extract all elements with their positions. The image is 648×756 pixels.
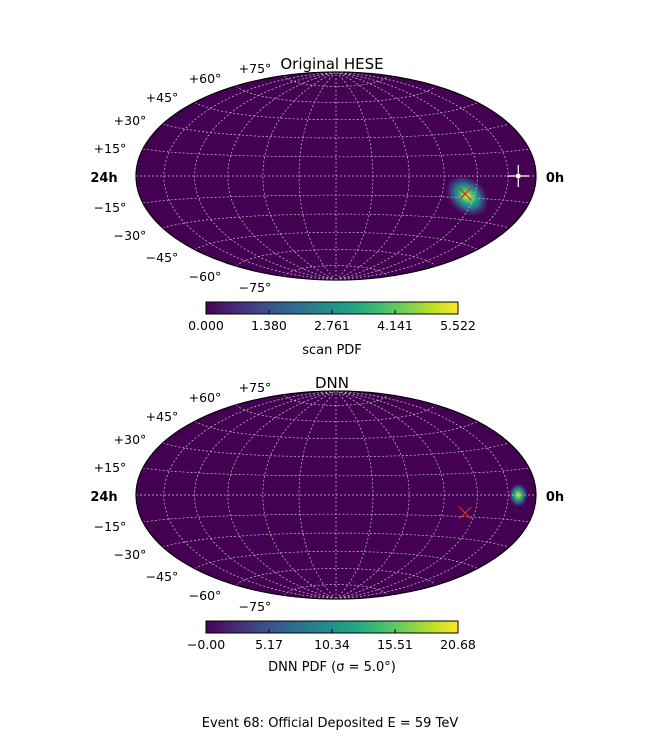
colorbar: 0.000 1.380 2.761 4.141 5.522 scan PDF [188,301,476,358]
ra-label-left: 24h [90,171,117,186]
parallel-line [162,123,510,139]
panel-original-hese: Original HESE +75° +60° +45° +30° +15° −… [90,55,564,358]
colorbar-ticks [205,310,459,314]
colorbar-tick-label: 4.141 [377,318,413,333]
parallel-line [194,231,478,250]
dec-labels: +75° +60° +45° +30° +15° −15° −30° −45° … [94,61,272,295]
meridian-line [163,391,337,599]
dec-label-minus30: −30° [114,228,147,243]
reference-x-marker [458,506,472,520]
parallel-line [235,404,437,422]
dec-label-minus15: −15° [94,519,127,534]
colorbar-label: scan PDF [302,343,362,358]
dec-label-minus45: −45° [146,250,179,265]
sky-outline [135,390,537,600]
parallel-line [283,394,389,406]
parallel-line [142,148,530,158]
parallel-line [235,85,437,103]
colorbar-ticks [205,629,459,633]
skymap-plot [135,390,537,600]
best-fit-cross-marker [507,165,530,187]
parallel-line [283,265,389,277]
sky-outline [135,71,537,281]
colorbar-tick-label: 15.51 [377,637,413,652]
parallel-line [162,532,510,548]
dec-label-minus75: −75° [239,280,272,295]
meridian-line [227,72,337,280]
dec-label-plus30: +30° [114,113,147,128]
dec-labels: +75° +60° +45° +30° +15° −15° −30° −45° … [94,380,272,614]
dec-label-minus30: −30° [114,547,147,562]
parallel-line [283,584,389,596]
dec-label-plus45: +45° [146,409,179,424]
dec-label-minus15: −15° [94,200,127,215]
ra-label-right: 0h [546,171,564,186]
colorbar-tick-label: −0.00 [187,637,225,652]
parallel-line [194,550,478,569]
reference-x-marker [458,187,472,201]
dec-label-minus60: −60° [189,269,222,284]
parallel-line [283,75,389,87]
meridian-line [227,391,337,599]
parallel-line [194,102,478,121]
panel-dnn: DNN +75° +60° +45° +30° +15° −15° −30° −… [90,374,564,675]
meridian-line [163,72,337,280]
parallel-line [142,513,530,523]
colorbar-tick-label: 20.68 [440,637,476,652]
colorbar-tick-label: 5.17 [255,637,283,652]
dec-label-plus15: +15° [94,460,127,475]
dec-label-minus60: −60° [189,588,222,603]
parallel-line [235,568,437,586]
colorbar-tick-label: 1.380 [251,318,287,333]
dec-label-plus75: +75° [239,380,272,395]
ra-label-left: 24h [90,490,117,505]
colorbar-tick-label: 5.522 [440,318,476,333]
parallel-line [162,213,510,229]
colorbar-tick-label: 10.34 [314,637,350,652]
dec-label-plus75: +75° [239,61,272,76]
colorbar-tick-label: 0.000 [188,318,224,333]
colorbar-tick-label: 2.761 [314,318,350,333]
dec-label-plus60: +60° [189,390,222,405]
figure-caption: Event 68: Official Deposited E = 59 TeV [202,716,459,731]
dec-label-plus30: +30° [114,432,147,447]
dec-label-plus15: +15° [94,141,127,156]
colorbar-label: DNN PDF (σ = 5.0°) [268,660,396,675]
dec-label-minus45: −45° [146,569,179,584]
skymap-plot [135,71,537,281]
ra-label-right: 0h [546,490,564,505]
dec-label-plus60: +60° [189,71,222,86]
parallel-line [142,194,530,204]
parallel-line [162,442,510,458]
panel-title: Original HESE [280,55,383,73]
pdf-hotspot [508,482,529,508]
parallel-line [194,421,478,440]
parallel-line [235,249,437,267]
colorbar: −0.00 5.17 10.34 15.51 20.68 DNN PDF (σ … [187,620,476,675]
panel-title: DNN [315,374,349,392]
dec-label-minus75: −75° [239,599,272,614]
parallel-line [142,467,530,477]
graticule [136,391,536,599]
dec-label-plus45: +45° [146,90,179,105]
